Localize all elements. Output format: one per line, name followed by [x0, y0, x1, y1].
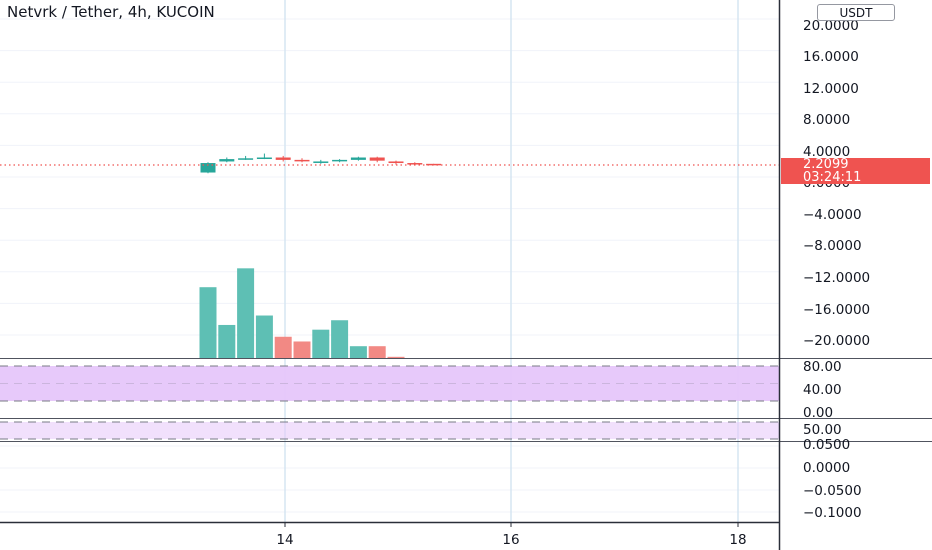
oscillator-tick-label: 80.00 — [803, 359, 842, 375]
volume-bar — [293, 341, 311, 358]
last-price-label: 2.2099 03:24:11 — [781, 158, 930, 184]
price-tick-label: −8.0000 — [803, 238, 862, 254]
volume-bar — [331, 320, 349, 358]
price-tick-label: −12.0000 — [803, 270, 870, 286]
time-tick-label: 14 — [276, 532, 293, 548]
price-candles — [200, 153, 442, 174]
volume-bar — [368, 346, 386, 358]
candle-body — [256, 157, 272, 160]
candle-body — [294, 159, 310, 162]
oscillator-bands — [0, 365, 779, 440]
candle-body — [369, 157, 385, 161]
indicator-tick-label: −0.0500 — [803, 483, 862, 499]
price-tick-label: −4.0000 — [803, 207, 862, 223]
last-price-value: 2.2099 — [803, 157, 849, 172]
indicator-tick-label: 0.0000 — [803, 460, 850, 476]
candle-body — [275, 157, 291, 160]
price-axis[interactable]: 20.0000 16.0000 12.0000 8.0000 4.0000 0.0000 −… — [803, 18, 870, 521]
volume-bar — [218, 324, 236, 358]
candle-body — [200, 163, 216, 173]
price-tick-label: 12.0000 — [803, 81, 859, 97]
currency-button[interactable]: USDT — [817, 4, 895, 21]
candle-body — [407, 163, 423, 165]
volume-bar — [274, 336, 292, 358]
candle-body — [238, 158, 254, 160]
time-tick-label: 16 — [502, 532, 519, 548]
price-tick-label: 20.0000 — [803, 18, 859, 34]
indicator-tick-label: 0.0500 — [803, 437, 850, 453]
oscillator-tick-label: 40.00 — [803, 382, 842, 398]
bar-countdown: 03:24:11 — [803, 169, 862, 185]
candle-body — [313, 161, 329, 163]
volume-bars — [199, 268, 405, 358]
indicator-tick-label: −0.1000 — [803, 505, 862, 521]
volume-bar — [199, 287, 217, 358]
price-tick-label: −20.0000 — [803, 333, 870, 349]
candle-body — [388, 161, 404, 164]
volume-bar — [255, 315, 273, 358]
candle-body — [350, 157, 366, 160]
price-tick-label: 4.0000 — [803, 144, 850, 160]
chart-title: Netvrk / Tether, 4h, KUCOIN — [7, 3, 215, 21]
volume-bar — [237, 268, 255, 358]
chart-grid — [0, 0, 779, 522]
volume-bar — [312, 329, 330, 358]
volume-bar — [349, 346, 367, 358]
oscillator-tick-label: 0.00 — [803, 405, 833, 421]
price-tick-label: 8.0000 — [803, 112, 850, 128]
oscillator2-tick-label: 50.00 — [803, 422, 842, 438]
time-tick-label: 18 — [729, 532, 746, 548]
volume-bar — [387, 356, 405, 358]
price-tick-label: 16.0000 — [803, 49, 859, 65]
candle-body — [219, 159, 235, 162]
candle-body — [332, 159, 348, 162]
price-tick-label: −16.0000 — [803, 302, 870, 318]
time-axis[interactable]: 14 16 18 — [276, 522, 747, 548]
candle-body — [426, 163, 442, 166]
band-fill — [0, 422, 779, 439]
